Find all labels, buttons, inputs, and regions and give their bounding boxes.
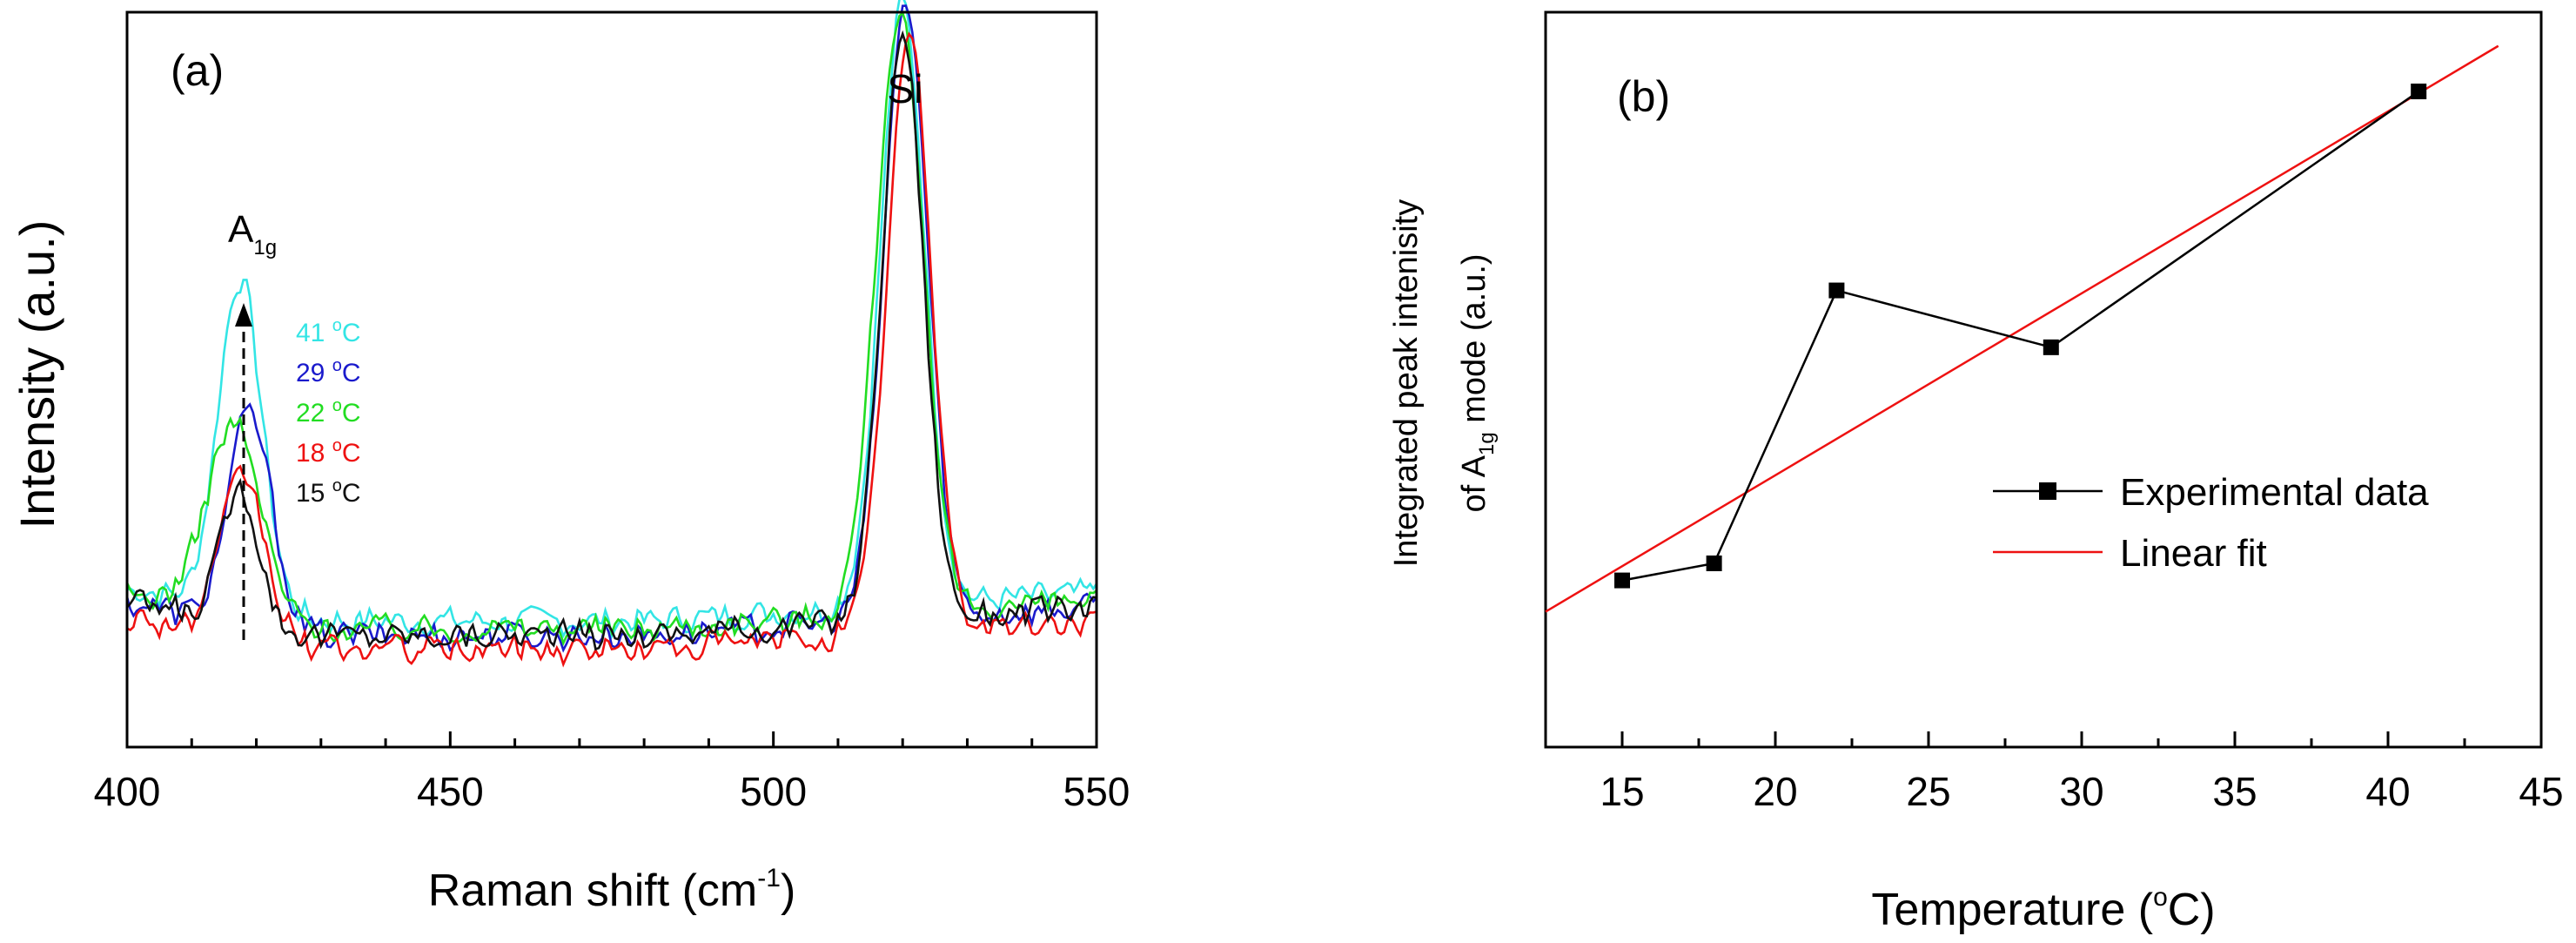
panel-a-ticks: 400 450 500 550 xyxy=(94,731,1130,814)
temp-legend-15c: 15 oC xyxy=(296,476,361,508)
temp-value: 22 xyxy=(296,399,332,428)
a1g-sub: 1g xyxy=(253,236,277,259)
panel-b-ylabel-post: mode (a.u.) xyxy=(1456,253,1493,432)
panel-a-x-tick-label: 450 xyxy=(417,769,484,814)
temp-degree: o xyxy=(332,436,342,455)
temp-value: 18 xyxy=(296,439,332,468)
panel-b-label: (b) xyxy=(1617,72,1670,121)
temp-value: 41 xyxy=(296,319,332,347)
panel-a-x-tick-label: 550 xyxy=(1063,769,1130,814)
legend-linear-fit-label: Linear fit xyxy=(2120,532,2267,575)
temp-legend-29c: 29 oC xyxy=(296,356,361,387)
temp-unit: C xyxy=(342,319,361,347)
panel-a-frame xyxy=(125,10,1098,749)
a1g-arrow-head xyxy=(235,303,252,327)
si-peak-label: Si xyxy=(888,66,923,111)
panel-b-ticks: 15 20 25 30 35 40 45 xyxy=(1600,731,2564,814)
panel-b-x-tick-label: 25 xyxy=(1906,769,1950,814)
panel-a-xlabel-end: ) xyxy=(781,866,795,916)
panel-a-xlabel-sup: -1 xyxy=(757,864,781,892)
experimental-point xyxy=(1706,555,1722,571)
panel-b-xlabel: Temperature (oC) xyxy=(1871,883,2215,935)
temp-degree: o xyxy=(332,316,342,335)
temp-degree: o xyxy=(332,396,342,415)
panel-b-x-tick-label: 30 xyxy=(2059,769,2103,814)
panel-a-label: (a) xyxy=(171,46,224,95)
experimental-point xyxy=(2043,339,2059,355)
temp-unit: C xyxy=(342,479,361,508)
panel-b-xlabel-main: Temperature ( xyxy=(1871,885,2153,935)
temp-value: 29 xyxy=(296,359,332,387)
panel-b: 15 20 25 30 35 40 45 (b) Experimental data Lin… xyxy=(1388,10,2564,935)
a1g-main: A xyxy=(228,208,254,251)
panel-a-x-tick-label: 500 xyxy=(740,769,807,814)
temp-unit: C xyxy=(342,359,361,387)
experimental-point xyxy=(1828,282,1845,299)
temp-degree: o xyxy=(332,476,342,495)
temp-unit: C xyxy=(342,399,361,428)
temp-legend-41c: 41 oC xyxy=(296,316,361,347)
legend-experimental-marker xyxy=(2039,482,2056,500)
linear-fit-line xyxy=(1545,44,2499,613)
panel-b-x-tick-label: 45 xyxy=(2519,769,2563,814)
panel-b-xlabel-sup: o xyxy=(2153,883,2168,912)
panel-a-series-group xyxy=(125,0,1098,668)
temp-degree: o xyxy=(332,356,342,375)
panel-a-xlabel: Raman shift (cm-1) xyxy=(428,864,796,916)
panel-a-x-tick-label: 400 xyxy=(94,769,161,814)
experimental-point xyxy=(2411,84,2427,99)
temp-legend-18c: 18 oC xyxy=(296,436,361,468)
temp-value: 15 xyxy=(296,479,332,508)
spectrum-22c xyxy=(125,10,1097,647)
a1g-label: A1g xyxy=(228,208,277,259)
panel-a-ylabel: Intensity (a.u.) xyxy=(10,220,64,529)
panel-b-x-tick-label: 20 xyxy=(1753,769,1797,814)
legend-experimental-label: Experimental data xyxy=(2120,471,2429,514)
panel-b-ylabel-sub: 1g xyxy=(1475,432,1499,455)
panel-b-x-tick-label: 15 xyxy=(1600,769,1644,814)
panel-a-xlabel-main: Raman shift (cm xyxy=(428,866,758,916)
panel-b-ylabel-line2: of A1g mode (a.u.) xyxy=(1456,253,1499,512)
experimental-point xyxy=(1614,572,1630,589)
panel-b-legend: Experimental data Linear fit xyxy=(1993,471,2429,575)
spectrum-18c xyxy=(126,31,1097,668)
panel-b-ylabel-pre: of A xyxy=(1456,455,1493,512)
panel-b-x-tick-label: 35 xyxy=(2212,769,2257,814)
panel-b-frame xyxy=(1544,10,2543,749)
panel-b-series-group xyxy=(1545,44,2499,613)
temp-unit: C xyxy=(342,439,361,468)
temp-legend-22c: 22 oC xyxy=(296,396,361,428)
panel-b-xlabel-end: C) xyxy=(2168,885,2216,935)
panel-b-ylabel-line1: Integrated peak intenisity xyxy=(1388,199,1425,568)
panel-b-x-tick-label: 40 xyxy=(2365,769,2410,814)
spectrum-15c xyxy=(126,30,1097,651)
